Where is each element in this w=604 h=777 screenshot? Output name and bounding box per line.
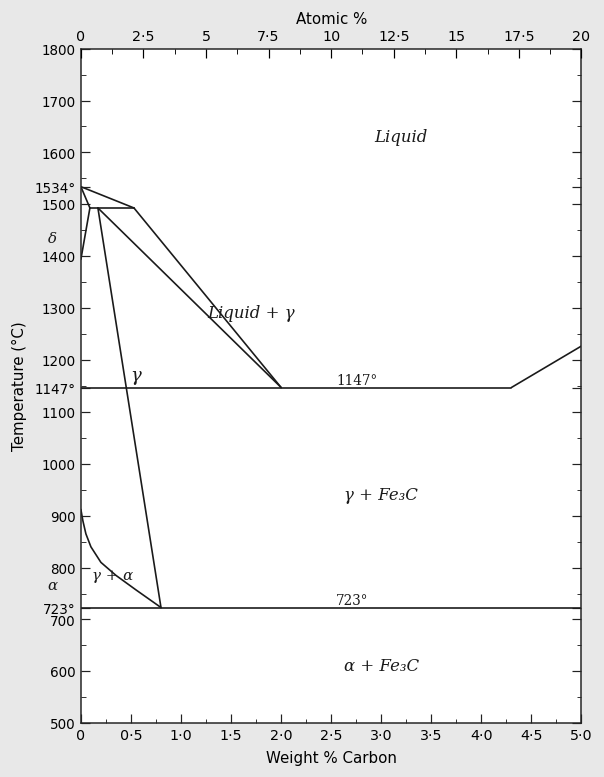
Text: Liquid: Liquid — [374, 129, 428, 146]
Text: Liquid + γ: Liquid + γ — [207, 305, 295, 322]
Text: α + Fe₃C: α + Fe₃C — [343, 658, 418, 674]
Text: δ: δ — [48, 232, 57, 246]
Text: α: α — [48, 579, 58, 593]
X-axis label: Atomic %: Atomic % — [295, 12, 367, 27]
X-axis label: Weight % Carbon: Weight % Carbon — [265, 750, 396, 765]
Text: γ + Fe₃C: γ + Fe₃C — [344, 486, 417, 503]
Text: γ + α: γ + α — [92, 569, 133, 583]
Y-axis label: Temperature (°C): Temperature (°C) — [12, 322, 27, 451]
Text: 723°: 723° — [336, 594, 368, 608]
Text: γ: γ — [130, 367, 141, 385]
Text: 1147°: 1147° — [336, 374, 377, 388]
